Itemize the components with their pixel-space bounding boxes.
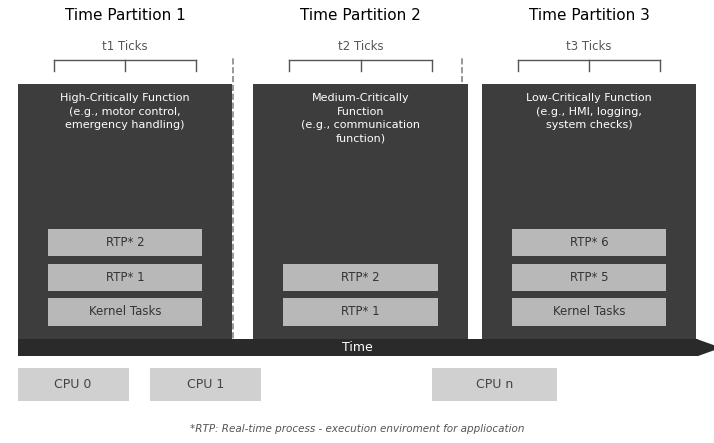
Text: RTP* 2: RTP* 2 [106,236,144,249]
Bar [512,298,666,326]
Bar [482,84,696,339]
Bar [432,368,557,401]
Text: Time Partition 1: Time Partition 1 [64,8,186,23]
Text: Kernel Tasks: Kernel Tasks [89,305,161,319]
Text: t3 Ticks: t3 Ticks [566,40,612,53]
Bar [48,229,202,256]
Text: Time: Time [342,341,373,354]
Bar [48,264,202,291]
Bar [512,229,666,256]
Bar [48,298,202,326]
Text: t2 Ticks: t2 Ticks [338,40,383,53]
Text: RTP* 1: RTP* 1 [106,271,144,284]
Bar [283,298,438,326]
Bar [18,84,232,339]
Bar [18,368,129,401]
Bar [283,264,438,291]
Text: Medium-Critically
Function
(e.g., communication
function): Medium-Critically Function (e.g., commun… [301,93,420,144]
Text: RTP* 5: RTP* 5 [570,271,608,284]
Polygon shape [698,339,714,356]
Bar [253,84,468,339]
Bar [512,264,666,291]
Text: Low-Critically Function
(e.g., HMI, logging,
system checks): Low-Critically Function (e.g., HMI, logg… [526,93,652,130]
Text: t1 Ticks: t1 Ticks [102,40,148,53]
Text: *RTP: Real-time process - execution enviroment for appliocation: *RTP: Real-time process - execution envi… [190,424,524,434]
Text: Kernel Tasks: Kernel Tasks [553,305,625,319]
Text: RTP* 6: RTP* 6 [570,236,608,249]
Text: CPU 1: CPU 1 [186,378,224,391]
Text: RTP* 1: RTP* 1 [341,305,380,319]
Text: CPU 0: CPU 0 [54,378,92,391]
Text: Time Partition 2: Time Partition 2 [300,8,421,23]
Bar [18,339,698,356]
Text: High-Critically Function
(e.g., motor control,
emergency handling): High-Critically Function (e.g., motor co… [60,93,190,130]
Text: RTP* 2: RTP* 2 [341,271,380,284]
Text: CPU n: CPU n [476,378,513,391]
Text: Time Partition 3: Time Partition 3 [528,8,650,23]
Bar [150,368,261,401]
